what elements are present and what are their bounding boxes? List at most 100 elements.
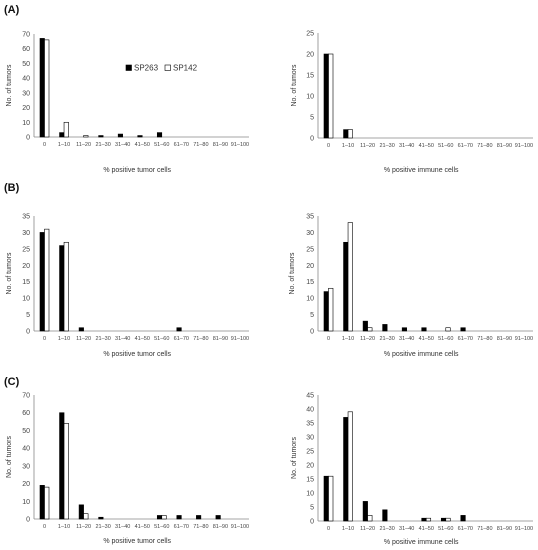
- y-tick-label: 30: [306, 435, 314, 442]
- bar-sp263-1: [59, 412, 65, 520]
- y-tick-label: 10: [306, 491, 314, 498]
- bar-sp263-1: [343, 417, 349, 522]
- y-tick-label: 15: [306, 477, 314, 484]
- bar-sp263-1: [343, 129, 349, 139]
- x-tick-label: 61–70: [458, 143, 473, 149]
- bar-sp263-4: [401, 327, 407, 332]
- legend-swatch-sp142: [164, 64, 171, 71]
- x-tick-label: 51–60: [438, 526, 453, 532]
- y-tick-label: 5: [310, 312, 314, 319]
- y-tick-label: 35: [22, 214, 30, 221]
- y-tick-label: 0: [310, 519, 314, 526]
- bar-sp142-6: [445, 327, 451, 332]
- y-tick-label: 30: [22, 230, 30, 237]
- y-axis-label: No. of tumors: [289, 252, 296, 295]
- y-axis-label: No. of tumors: [291, 436, 298, 479]
- x-tick-label: 51–60: [154, 336, 169, 342]
- y-tick-label: 10: [306, 296, 314, 303]
- x-axis-label: % positive immune cells: [384, 539, 459, 546]
- y-tick-label: 10: [22, 296, 30, 303]
- x-tick-label: 41–50: [135, 336, 150, 342]
- x-tick-label: 71–80: [477, 336, 492, 342]
- x-tick-label: 11–20: [76, 524, 91, 530]
- bar-sp142-6: [161, 515, 167, 520]
- x-tick-label: 81–90: [213, 524, 228, 530]
- legend-swatch-sp263: [125, 64, 132, 71]
- y-tick-label: 25: [306, 449, 314, 456]
- x-tick-label: 41–50: [419, 526, 434, 532]
- bar-sp263-0: [323, 291, 329, 332]
- x-tick-label: 1–10: [58, 336, 70, 342]
- bar-sp142-0: [328, 475, 334, 522]
- bar-sp142-1: [347, 222, 353, 332]
- bar-sp263-8: [196, 515, 202, 520]
- bar-sp263-3: [382, 324, 388, 332]
- bar-sp263-0: [323, 53, 329, 139]
- y-tick-label: 10: [306, 94, 314, 101]
- x-axis-label: % positive tumor cells: [103, 167, 171, 174]
- x-tick-label: 31–40: [399, 526, 414, 532]
- x-tick-label: 61–70: [174, 336, 189, 342]
- y-tick-label: 25: [306, 31, 314, 38]
- y-tick-label: 20: [22, 481, 30, 488]
- chart-panel-1: (A) 0 10 20 30 40 50 60 70 No. of tumors % positiv…: [4, 4, 249, 174]
- x-tick-label: 11–20: [76, 142, 91, 148]
- bar-sp263-0: [39, 485, 45, 520]
- x-tick-label: 31–40: [115, 336, 130, 342]
- y-tick-label: 35: [306, 421, 314, 428]
- bar-sp142-2: [367, 327, 373, 332]
- x-tick-label: 0: [43, 336, 46, 342]
- x-tick-label: 51–60: [438, 143, 453, 149]
- bar-sp142-2: [367, 515, 373, 522]
- panel-label: (B): [4, 182, 20, 194]
- x-tick-label: 51–60: [154, 524, 169, 530]
- panel-label: (C): [4, 376, 20, 388]
- bar-sp263-3: [382, 509, 388, 522]
- chart-panel-2: 0 5 10 15 20 25 No. of tumors % positive immune…: [291, 31, 533, 175]
- y-axis-label: No. of tumors: [6, 252, 13, 295]
- x-tick-label: 61–70: [458, 336, 473, 342]
- legend-label-sp263: SP263: [134, 64, 159, 73]
- y-tick-label: 20: [306, 263, 314, 270]
- x-tick-label: 21–30: [379, 143, 394, 149]
- x-tick-label: 1–10: [342, 526, 354, 532]
- y-tick-label: 60: [22, 46, 30, 53]
- bar-sp142-0: [328, 287, 334, 332]
- x-tick-label: 61–70: [174, 142, 189, 148]
- y-tick-label: 40: [22, 446, 30, 453]
- x-tick-label: 51–60: [438, 336, 453, 342]
- y-tick-label: 5: [310, 115, 314, 122]
- y-tick-label: 30: [306, 230, 314, 237]
- y-tick-label: 10: [22, 499, 30, 506]
- y-tick-label: 10: [22, 120, 30, 127]
- bar-sp263-0: [323, 475, 329, 522]
- x-tick-label: 1–10: [58, 142, 70, 148]
- x-axis-label: % positive tumor cells: [103, 538, 171, 545]
- x-tick-label: 61–70: [174, 524, 189, 530]
- bar-sp142-1: [63, 121, 69, 138]
- y-tick-label: 70: [22, 393, 30, 400]
- y-tick-label: 50: [22, 61, 30, 68]
- y-tick-label: 50: [22, 428, 30, 435]
- x-tick-label: 81–90: [213, 336, 228, 342]
- x-tick-label: 21–30: [95, 142, 110, 148]
- bar-sp263-1: [59, 245, 65, 332]
- x-axis-label: % positive immune cells: [384, 351, 459, 358]
- y-tick-label: 25: [306, 246, 314, 253]
- chart-panel-4: 0 5 10 15 20 25 30 35 No. of tumors % positive im…: [289, 214, 533, 359]
- x-tick-label: 1–10: [342, 336, 354, 342]
- x-tick-label: 31–40: [115, 142, 130, 148]
- x-tick-label: 71–80: [477, 143, 492, 149]
- bar-sp263-9: [215, 515, 221, 520]
- y-tick-label: 0: [26, 517, 30, 524]
- bar-sp263-6: [156, 515, 163, 520]
- y-tick-label: 0: [310, 136, 314, 143]
- bar-sp263-6: [440, 517, 447, 522]
- bar-sp142-0: [44, 228, 50, 332]
- y-tick-label: 70: [22, 32, 30, 39]
- y-tick-label: 0: [310, 329, 314, 336]
- x-tick-label: 0: [327, 526, 330, 532]
- x-tick-label: 41–50: [419, 143, 434, 149]
- bar-sp142-0: [44, 39, 50, 138]
